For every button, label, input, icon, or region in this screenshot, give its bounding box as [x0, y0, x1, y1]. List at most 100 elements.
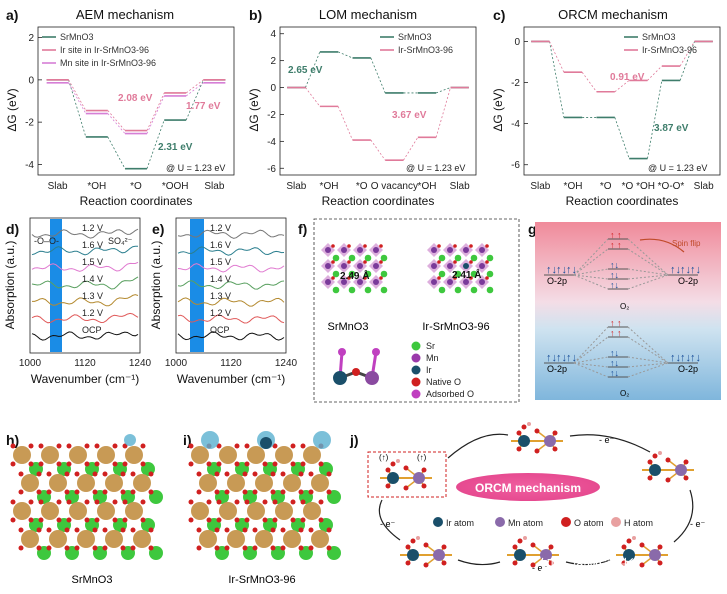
- o-atom: [18, 471, 24, 477]
- o-atom: [214, 471, 220, 477]
- voltage-label: 1.2 V: [210, 308, 231, 318]
- o-atom: [516, 446, 522, 452]
- h-atom: [632, 536, 636, 540]
- o-atom: [214, 527, 220, 533]
- o-atom: [188, 443, 194, 449]
- mn-polyhedron: [125, 502, 143, 520]
- mn-atom: [544, 435, 556, 447]
- o-atom: [84, 461, 90, 467]
- o-atom: [46, 527, 52, 533]
- o-atom: [242, 489, 248, 495]
- o-atom: [122, 517, 128, 523]
- o-atom: [437, 276, 441, 280]
- o-atom: [234, 517, 240, 523]
- o-atom: [216, 499, 222, 505]
- sr-atom: [438, 254, 446, 262]
- mn-atom: [540, 549, 552, 561]
- o-atom: [363, 260, 367, 264]
- plot-frame: [175, 217, 287, 354]
- o-atom: [421, 467, 427, 473]
- correlation-line: [573, 326, 609, 364]
- o-atom: [453, 260, 457, 264]
- o-atom: [516, 430, 522, 436]
- spin-flip-label: Spin flip: [672, 239, 701, 248]
- o-atom: [214, 489, 220, 495]
- o-atom: [252, 545, 258, 551]
- mn-polyhedron: [133, 530, 151, 548]
- mn-polyhedron: [105, 530, 123, 548]
- o-atom: [262, 499, 268, 505]
- ir-curve: [177, 297, 285, 307]
- o-atom: [326, 545, 332, 551]
- o-atom: [102, 545, 108, 551]
- annotation-2.65: 2.65 eV: [288, 65, 323, 76]
- y-ticks: 0 -2 -4 -6: [511, 37, 528, 171]
- o-atom: [252, 527, 258, 533]
- o-atom: [102, 471, 108, 477]
- adsorbed-o-atom: [517, 538, 523, 544]
- o-atom: [74, 545, 80, 551]
- o-atom: [379, 276, 383, 280]
- correlation-line: [627, 362, 669, 368]
- o-atom: [206, 461, 212, 467]
- plot-frame: [29, 217, 141, 354]
- o-atom: [280, 527, 286, 533]
- o-atom: [300, 499, 306, 505]
- legend-entry: Ir: [426, 365, 432, 375]
- mn-atom: [413, 472, 425, 484]
- o-atom: [66, 517, 72, 523]
- voltage-label: 1.3 V: [82, 291, 103, 301]
- mn-polyhedron: [97, 446, 115, 464]
- o-atom: [331, 260, 335, 264]
- connector: [185, 79, 204, 121]
- o-atom: [363, 276, 367, 280]
- x-tick-labels: Slab *OH *O *O *OH *O-O* Slab: [530, 181, 714, 192]
- metal-atom: [431, 263, 437, 269]
- o-atom: [56, 443, 62, 449]
- crystal-structures: [321, 243, 494, 294]
- correlation-line: [627, 274, 669, 290]
- o-atom: [280, 489, 286, 495]
- o-atom: [102, 527, 108, 533]
- connector: [679, 41, 695, 81]
- o-atom: [224, 489, 230, 495]
- sr-atom: [364, 286, 372, 294]
- o-atom: [46, 489, 52, 495]
- voltage-label: 1.6 V: [210, 240, 231, 250]
- panel-g: g) ↑↓ ↑↓ ↑↓ ↑↓ ↑↓ ↑↓↑ ↑↑ ↑↑↓↑↓↑↓↑↓ ↑↓ ↑↓ ↑↓ ↑↓ ↑↓↑…: [528, 221, 721, 400]
- panel-b: b) LOM mechanism ΔG (eV) 4 2 0 -2 -4 -6 Slab *…: [247, 7, 477, 208]
- o-atom: [196, 471, 202, 477]
- o-atom: [216, 517, 222, 523]
- legend-marker: [411, 353, 421, 363]
- mn-polyhedron: [13, 446, 31, 464]
- mn-polyhedron: [283, 530, 301, 548]
- annotation-1.77: 1.77 eV: [186, 101, 221, 112]
- electron-arrow: ↑↓: [610, 358, 619, 368]
- mn-polyhedron: [49, 474, 67, 492]
- o-atom: [224, 471, 230, 477]
- o-atom: [272, 499, 278, 505]
- caption: SrMnO3: [72, 574, 113, 586]
- o-atom: [74, 527, 80, 533]
- y-axis-label: Absorption (a.u.): [149, 241, 163, 330]
- legend-entry: SrMnO3: [642, 32, 676, 42]
- o-atom: [120, 471, 126, 477]
- charge-density: [201, 431, 219, 449]
- o-atom: [308, 545, 314, 551]
- ir-curve: [177, 331, 285, 341]
- o-atom: [234, 461, 240, 467]
- o-atom: [326, 527, 332, 533]
- o-atom: [28, 443, 34, 449]
- panel-f-label: f): [298, 221, 307, 237]
- spin-arrows: ↑↓: [566, 264, 577, 276]
- sr-atom: [332, 286, 340, 294]
- correlation-line: [627, 326, 669, 364]
- o-atom: [534, 448, 540, 454]
- spin-arrows: ↑↓: [556, 352, 567, 364]
- series-lines: [531, 40, 713, 160]
- panel-f: f) 2.49 Å 2.41 Å SrMnO3 Ir-SrMnO3-96 Sr M…: [298, 218, 520, 403]
- mn-polyhedron: [219, 502, 237, 520]
- x-tick-label: Slab: [694, 181, 714, 192]
- o-atom: [331, 244, 335, 248]
- o-atom: [290, 517, 296, 523]
